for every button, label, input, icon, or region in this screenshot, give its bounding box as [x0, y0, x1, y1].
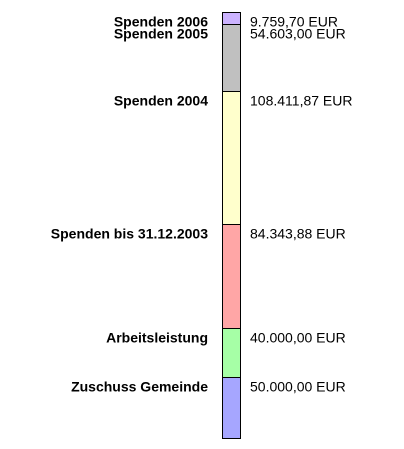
category-label-spenden-2004: Spenden 2004 [114, 93, 208, 109]
value-label-spenden-bis-31-12-2003: 84.343,88 EUR [250, 226, 346, 242]
value-label-arbeitsleistung: 40.000,00 EUR [250, 330, 346, 346]
category-label-spenden-2006: Spenden 2006 [114, 14, 208, 30]
bar-segment-arbeitsleistung [222, 328, 241, 378]
bar-segment-spenden-2004 [222, 91, 241, 225]
bar-segments [222, 12, 241, 439]
category-label-arbeitsleistung: Arbeitsleistung [106, 330, 208, 346]
bar-segment-spenden-bis-31-12-2003 [222, 224, 241, 329]
value-label-spenden-2004: 108.411,87 EUR [250, 93, 352, 109]
category-label-spenden-2005: Spenden 2005 [114, 26, 208, 42]
value-label-spenden-2005: 54.603,00 EUR [250, 26, 346, 42]
category-label-zuschuss-gemeinde: Zuschuss Gemeinde [71, 379, 208, 395]
bar-segment-spenden-2006 [222, 12, 241, 25]
value-label-zuschuss-gemeinde: 50.000,00 EUR [250, 379, 346, 395]
category-label-spenden-bis-31-12-2003: Spenden bis 31.12.2003 [51, 226, 208, 242]
value-label-spenden-2006: 9.759,70 EUR [250, 14, 338, 30]
bar-segment-zuschuss-gemeinde [222, 377, 241, 439]
bar-segment-spenden-2005 [222, 24, 241, 92]
